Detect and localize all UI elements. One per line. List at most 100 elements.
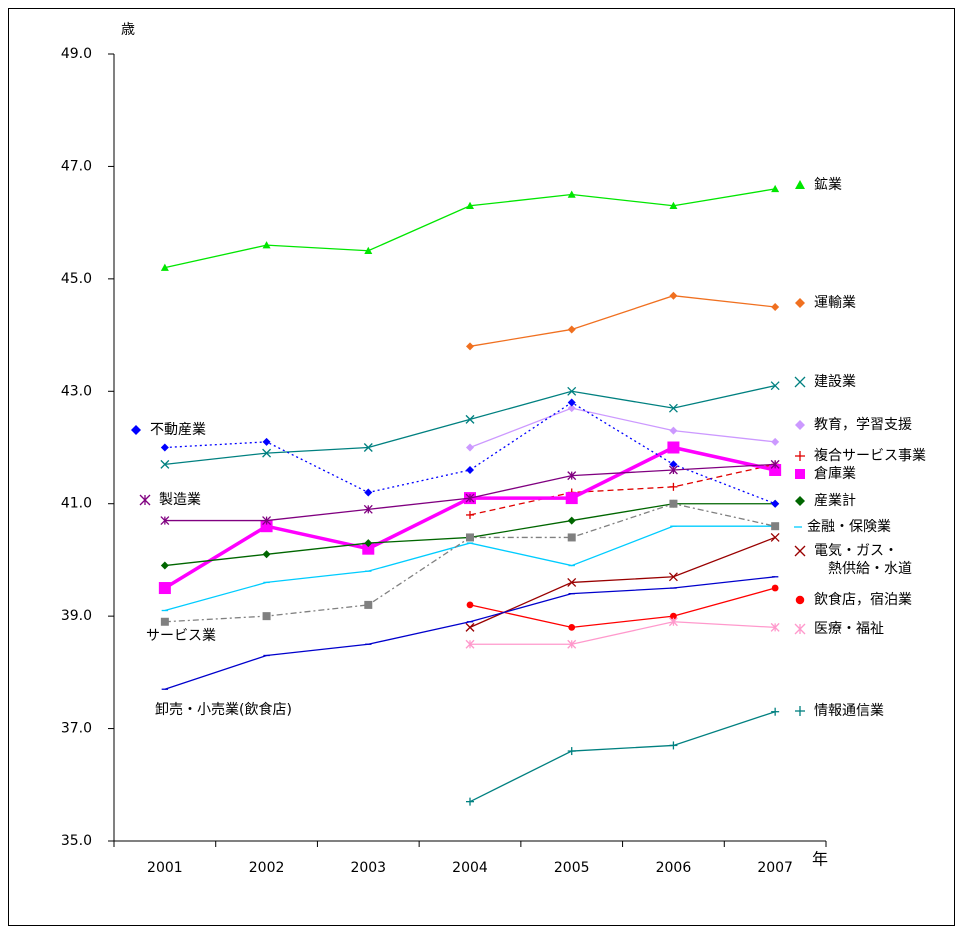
- legend-label: 倉庫業: [814, 465, 856, 482]
- marker-stroke: [567, 386, 577, 396]
- marker: [771, 184, 780, 193]
- marker-shape: [771, 499, 780, 508]
- marker: [466, 601, 474, 609]
- marker-shape: [131, 425, 141, 435]
- marker-shape: [262, 550, 271, 559]
- marker: [364, 539, 373, 548]
- marker-shape: [262, 437, 271, 446]
- marker-shape: [795, 298, 805, 308]
- marker-stroke: [794, 545, 806, 557]
- legend-label: 建設業: [814, 374, 856, 390]
- marker-shape: [262, 241, 271, 249]
- legend-label: 産業計: [814, 493, 856, 509]
- marker-shape: [567, 190, 576, 198]
- marker: [465, 639, 475, 649]
- marker: [568, 623, 576, 631]
- y-tick-label: 39.0: [61, 608, 92, 624]
- marker-shape: [669, 426, 678, 435]
- marker: [160, 459, 170, 469]
- y-tick-label: 35.0: [61, 833, 92, 849]
- marker-shape: [364, 246, 373, 254]
- marker: [465, 622, 475, 632]
- marker: [567, 404, 576, 413]
- marker: [771, 302, 780, 311]
- marker-shape: [160, 443, 169, 452]
- marker-shape: [771, 522, 780, 531]
- marker: [262, 612, 271, 621]
- legend-label: 鉱業: [814, 176, 842, 193]
- marker: [669, 499, 678, 508]
- marker: [466, 465, 474, 474]
- marker: [262, 516, 272, 526]
- legend-label-line: 熱供給・水道: [828, 561, 912, 577]
- marker: [466, 510, 474, 519]
- x-tick-label: 2001: [147, 860, 183, 876]
- marker: [669, 426, 678, 435]
- legend-marker: [795, 469, 805, 479]
- marker-shape: [567, 516, 576, 525]
- marker: [160, 263, 169, 271]
- marker: [567, 190, 576, 198]
- marker-stroke: [363, 443, 373, 452]
- marker-shape: [795, 496, 805, 506]
- marker: [770, 622, 780, 632]
- marker-shape: [466, 443, 474, 452]
- marker-shape: [669, 291, 678, 300]
- marker: [364, 488, 373, 497]
- legend-marker: [795, 180, 805, 189]
- marker: [567, 398, 576, 407]
- legend-label: 教育，学習支援: [814, 417, 912, 433]
- marker: [668, 572, 678, 582]
- legend-marker: [795, 420, 805, 430]
- marker: [262, 550, 271, 559]
- y-tick-label: 43.0: [61, 383, 92, 399]
- marker-stroke: [794, 376, 806, 388]
- marker: [565, 492, 578, 505]
- marker: [567, 577, 577, 587]
- legend-marker: [795, 706, 805, 716]
- marker-stroke: [770, 532, 780, 542]
- y-axis-label: 歳: [121, 22, 135, 38]
- marker: [771, 584, 779, 592]
- y-tick-label: 47.0: [61, 158, 92, 174]
- marker: [158, 582, 171, 595]
- marker-shape: [669, 201, 678, 209]
- legend-marker: [794, 376, 806, 388]
- series-line: [469, 536, 776, 628]
- marker: [770, 381, 780, 391]
- legend-label: 運輸業: [814, 295, 856, 311]
- marker: [262, 437, 271, 446]
- series-line: [470, 621, 776, 645]
- marker: [669, 482, 678, 491]
- series-line: [164, 385, 776, 466]
- series-line: [164, 188, 776, 269]
- marker: [567, 639, 577, 649]
- marker-shape: [567, 325, 576, 334]
- marker-stroke: [160, 459, 170, 469]
- series-line: [469, 295, 776, 347]
- legend-label: 製造業: [159, 492, 201, 508]
- marker-shape: [568, 623, 576, 631]
- marker: [670, 612, 677, 620]
- legend-label: サービス業: [146, 628, 216, 644]
- chart-frame: [8, 8, 955, 926]
- marker: [262, 241, 271, 249]
- marker-shape: [364, 539, 373, 548]
- series-line: [469, 587, 776, 629]
- marker: [771, 522, 780, 531]
- marker-shape: [160, 561, 169, 570]
- legend-label: 複合サービス事業: [814, 447, 926, 464]
- y-tick-label: 41.0: [61, 496, 92, 512]
- marker: [262, 448, 272, 458]
- marker: [364, 600, 373, 609]
- marker-shape: [565, 492, 578, 505]
- marker-stroke: [262, 448, 272, 458]
- marker: [771, 499, 780, 508]
- marker-shape: [670, 612, 677, 620]
- marker: [567, 471, 577, 481]
- marker: [567, 533, 576, 542]
- marker-stroke: [465, 414, 475, 424]
- legend-label: 金融・保険業: [807, 519, 891, 535]
- marker: [466, 797, 474, 806]
